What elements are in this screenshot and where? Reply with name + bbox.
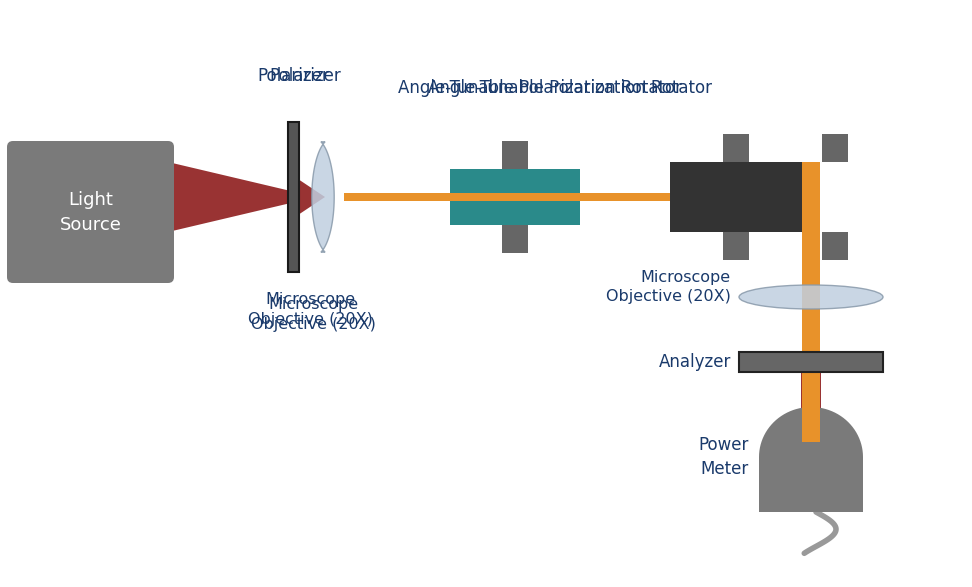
- Bar: [288, 122, 299, 272]
- Polygon shape: [168, 162, 295, 232]
- Polygon shape: [295, 177, 325, 217]
- Text: Light
Source: Light Source: [59, 191, 122, 234]
- Polygon shape: [312, 142, 334, 252]
- Text: Microscope
Objective (20X): Microscope Objective (20X): [607, 269, 731, 305]
- Bar: [723, 134, 749, 162]
- Text: Analyzer: Analyzer: [659, 353, 731, 371]
- Bar: [739, 352, 883, 372]
- Text: Microscope
Objective (20X): Microscope Objective (20X): [251, 297, 375, 332]
- Text: Microscope
Objective (20X): Microscope Objective (20X): [248, 292, 372, 327]
- Text: Angle-Tunable Polarization Rotator: Angle-Tunable Polarization Rotator: [398, 79, 682, 97]
- Bar: [502, 141, 528, 169]
- Polygon shape: [759, 407, 863, 457]
- Bar: [802, 162, 820, 232]
- Bar: [450, 169, 580, 225]
- Bar: [502, 225, 528, 253]
- Bar: [822, 232, 848, 260]
- Bar: [580, 193, 670, 201]
- Polygon shape: [783, 437, 839, 482]
- FancyBboxPatch shape: [7, 141, 174, 283]
- Text: Polarizer: Polarizer: [258, 67, 330, 85]
- Bar: [822, 134, 848, 162]
- Bar: [670, 162, 802, 232]
- Ellipse shape: [739, 285, 883, 309]
- Bar: [450, 193, 580, 201]
- Bar: [801, 372, 821, 442]
- Text: Power
Meter: Power Meter: [699, 436, 749, 478]
- Bar: [723, 232, 749, 260]
- Bar: [344, 193, 450, 201]
- Bar: [802, 232, 820, 442]
- Text: Polarizer: Polarizer: [269, 67, 341, 85]
- Bar: [759, 457, 863, 512]
- Text: Angle-Tunable Polarization Rotator: Angle-Tunable Polarization Rotator: [428, 79, 712, 97]
- Bar: [802, 232, 820, 442]
